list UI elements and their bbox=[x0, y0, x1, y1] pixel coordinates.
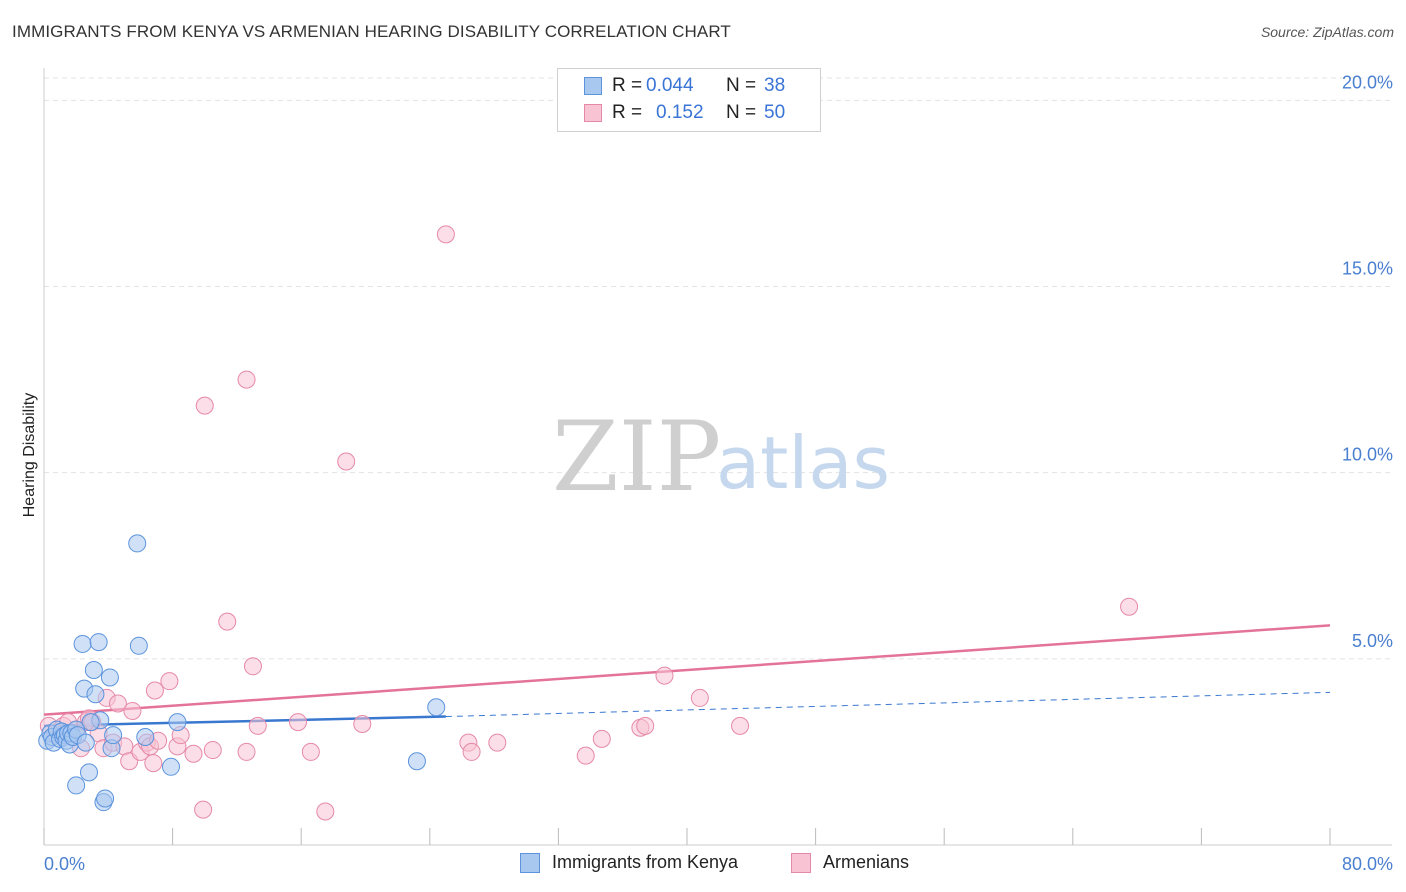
legend-item-armenians: Armenians bbox=[791, 852, 909, 873]
kenya-point bbox=[96, 789, 115, 808]
kenya-point bbox=[67, 776, 86, 795]
armenian-point bbox=[194, 800, 213, 819]
kenya-swatch bbox=[520, 852, 540, 873]
kenya-point bbox=[89, 633, 108, 652]
armenian-trend-line bbox=[43, 624, 1331, 716]
armenian-point bbox=[316, 802, 335, 821]
kenya-point bbox=[84, 661, 103, 680]
source-credit: Source: ZipAtlas.com bbox=[1260, 24, 1394, 40]
kenya-trend-line bbox=[43, 715, 446, 728]
armenian-point bbox=[353, 714, 372, 733]
armenian-point bbox=[592, 729, 611, 748]
x-tick-label-max: 80.0% bbox=[1342, 854, 1393, 874]
armenian-point bbox=[1120, 597, 1139, 616]
kenya-point bbox=[129, 636, 148, 655]
y-tick-label: 15.0% bbox=[1342, 259, 1393, 279]
legend-row-armenians: R = 0.152 N = 50 bbox=[584, 102, 785, 124]
x-tick-label-min: 0.0% bbox=[44, 854, 85, 874]
kenya-trend-extension bbox=[445, 691, 1331, 718]
kenya-point bbox=[136, 728, 155, 747]
watermark-atlas: atlas bbox=[716, 421, 890, 505]
legend-label-armenians: Armenians bbox=[823, 852, 910, 872]
armenian-point bbox=[248, 716, 267, 735]
armenian-point bbox=[145, 681, 164, 700]
chart-title: IMMIGRANTS FROM KENYA VS ARMENIAN HEARIN… bbox=[12, 22, 731, 41]
y-tick-label: 5.0% bbox=[1352, 631, 1393, 651]
legend-r-label: R = bbox=[612, 102, 643, 123]
series-legend: Immigrants from Kenya Armenians bbox=[0, 852, 1406, 876]
armenian-point bbox=[655, 666, 674, 685]
legend-label-kenya: Immigrants from Kenya bbox=[552, 852, 739, 872]
armenian-point bbox=[301, 742, 320, 761]
trend-lines bbox=[43, 624, 1331, 728]
watermark: ZIP atlas bbox=[552, 401, 890, 513]
kenya-point bbox=[100, 668, 119, 687]
axes bbox=[43, 68, 1392, 846]
y-tick-labels: 5.0% 10.0% 15.0% 20.0% bbox=[1342, 72, 1393, 650]
y-tick-label: 20.0% bbox=[1342, 72, 1393, 92]
armenian-swatch bbox=[791, 852, 811, 873]
armenian-point bbox=[576, 746, 595, 765]
correlation-legend: R = 0.044 N = 38 R = 0.152 N = 50 bbox=[557, 68, 821, 132]
y-tick-label: 10.0% bbox=[1342, 445, 1393, 465]
armenian-point bbox=[144, 754, 163, 773]
legend-n-value: 50 bbox=[764, 102, 786, 123]
armenian-point bbox=[237, 742, 256, 761]
armenian-point bbox=[288, 713, 307, 732]
armenian-point bbox=[160, 672, 179, 691]
kenya-point bbox=[168, 713, 187, 732]
kenya-point bbox=[81, 713, 100, 732]
armenian-point bbox=[184, 744, 203, 763]
kenya-point bbox=[128, 534, 147, 553]
kenya-point bbox=[80, 763, 99, 782]
kenya-point bbox=[161, 757, 180, 776]
grid-lines bbox=[44, 77, 1392, 660]
armenian-point bbox=[337, 452, 356, 471]
legend-r-label: R = bbox=[612, 75, 643, 96]
kenya-point bbox=[73, 634, 92, 653]
armenian-point bbox=[731, 716, 750, 735]
y-axis-label: Hearing Disability bbox=[21, 393, 38, 518]
kenya-point bbox=[407, 752, 426, 771]
armenian-point bbox=[462, 742, 481, 761]
data-points bbox=[38, 225, 1139, 821]
legend-n-value: 38 bbox=[764, 75, 786, 96]
armenian-point bbox=[218, 612, 237, 631]
armenian-point bbox=[237, 370, 256, 389]
armenian-swatch bbox=[584, 104, 602, 122]
legend-n-label: N = bbox=[726, 75, 757, 96]
legend-r-value: 0.152 bbox=[656, 102, 704, 123]
legend-item-kenya: Immigrants from Kenya bbox=[520, 852, 738, 873]
armenian-point bbox=[123, 701, 142, 720]
armenian-point bbox=[488, 733, 507, 752]
armenian-point bbox=[436, 225, 455, 244]
armenian-point bbox=[203, 741, 222, 760]
legend-r-value: 0.044 bbox=[646, 75, 694, 96]
kenya-swatch bbox=[584, 77, 602, 95]
kenya-point bbox=[427, 698, 446, 717]
kenya-point bbox=[104, 726, 123, 745]
armenian-point bbox=[243, 657, 262, 676]
armenian-point bbox=[195, 396, 214, 415]
armenian-point bbox=[690, 688, 709, 707]
legend-row-kenya: R = 0.044 N = 38 bbox=[584, 75, 785, 97]
kenya-point bbox=[76, 733, 95, 752]
armenian-point bbox=[636, 716, 655, 735]
kenya-point bbox=[86, 685, 105, 704]
watermark-zip: ZIP bbox=[552, 401, 721, 513]
armenian-point bbox=[108, 694, 127, 713]
legend-n-label: N = bbox=[726, 102, 757, 123]
